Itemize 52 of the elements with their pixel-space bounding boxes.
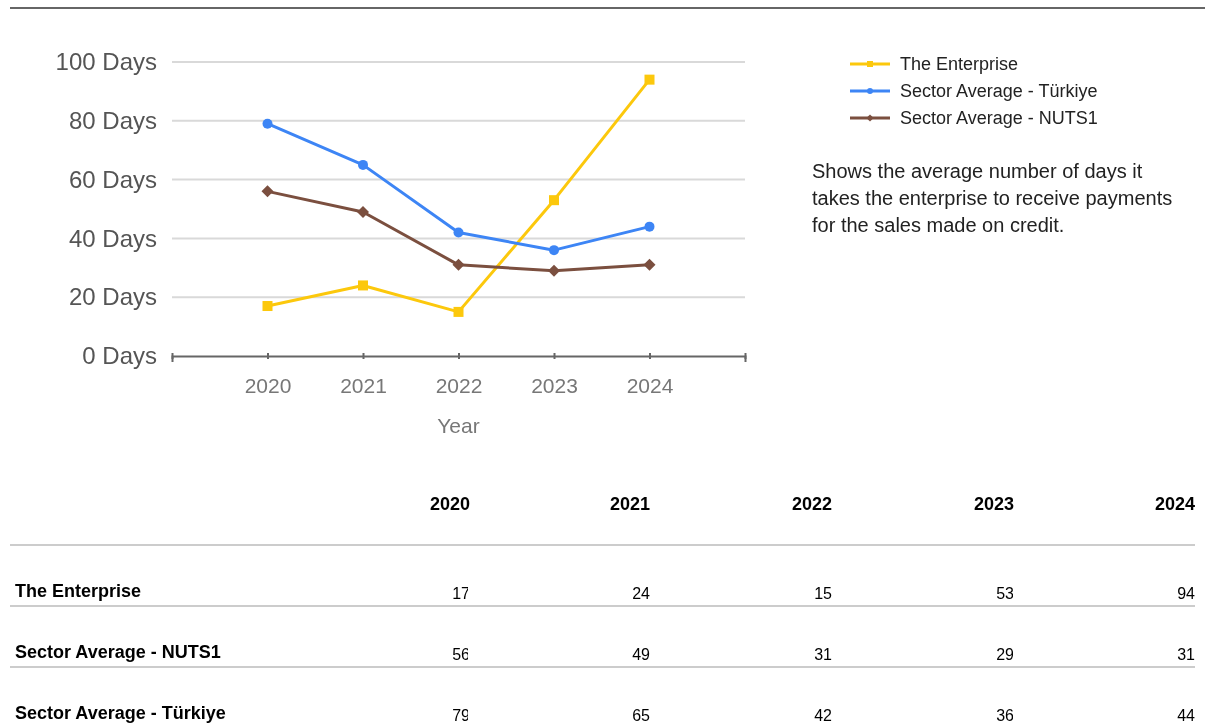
point [358, 280, 368, 291]
point [643, 258, 656, 271]
x-tick-label: 2021 [340, 373, 387, 397]
x-tick-label: 2024 [1154, 494, 1195, 514]
data-label: 31 [1177, 646, 1196, 663]
x-tick-label: 2020 [244, 373, 292, 397]
data-label: 53 [996, 585, 1015, 602]
y-tick-label: 0 Days [82, 342, 157, 370]
y-tick-label: Sector Average - Türkiye [15, 703, 226, 723]
x-axis-title: Year [437, 414, 480, 437]
legend-label: The Enterprise [900, 54, 1019, 74]
data-label: 65 [632, 707, 651, 724]
point [357, 205, 369, 218]
y-tick-label: 40 Days [68, 224, 157, 252]
data-label: 31 [814, 646, 833, 663]
point [453, 306, 464, 317]
legend-label: Sector Average - Türkiye [900, 81, 1098, 101]
data-label: 94 [1177, 585, 1196, 602]
legend-label: Sector Average - NUTS1 [900, 108, 1098, 128]
data-label: 24 [632, 585, 651, 602]
y-tick-label: 60 Days [68, 165, 157, 193]
y-tick-label: 80 Days [68, 106, 157, 134]
point [548, 264, 560, 277]
point [549, 245, 559, 256]
data-label: 44 [1177, 707, 1196, 724]
point [358, 159, 368, 170]
data-label: 49 [632, 646, 651, 663]
point [262, 301, 273, 312]
x-tick-label: 2020 [429, 494, 470, 514]
point [262, 118, 273, 129]
data-label: 42 [814, 707, 833, 724]
data-label: 15 [814, 585, 833, 602]
point [644, 74, 655, 85]
text: Shows the average number of days it takes the enterprise to receive payments for the sales made on credit. [812, 159, 1174, 238]
y-tick-label: The Enterprise [15, 581, 142, 601]
y-tick-label: 100 Days [55, 48, 157, 76]
data-label: 36 [996, 707, 1015, 724]
point [549, 195, 559, 206]
data-label: 29 [996, 646, 1015, 663]
x-tick-label: 2023 [973, 494, 1014, 514]
data-label: 17 [452, 585, 471, 602]
point [452, 258, 465, 271]
x-tick-label: 2023 [531, 373, 578, 397]
y-tick-label: Sector Average - NUTS1 [15, 642, 221, 662]
x-tick-label: 2022 [435, 373, 483, 397]
point [453, 227, 464, 238]
point [261, 185, 274, 198]
x-tick-label: 2022 [791, 494, 832, 514]
y-tick-label: 20 Days [68, 283, 157, 311]
x-tick-label: 2021 [609, 494, 650, 514]
point [644, 221, 655, 232]
x-tick-label: 2024 [626, 373, 674, 397]
